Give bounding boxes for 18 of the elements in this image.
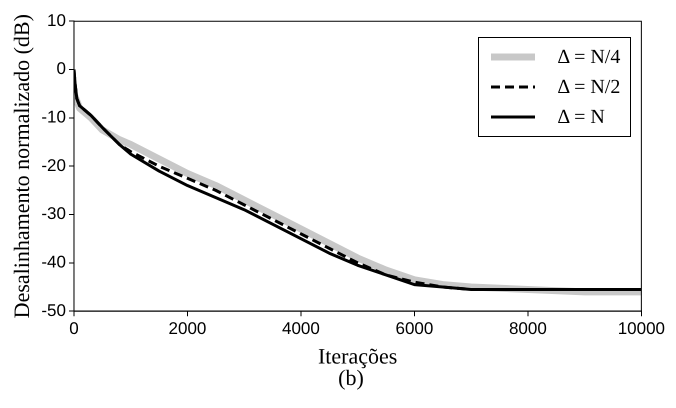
x-axis-title: Iterações <box>318 344 398 369</box>
y-tick-label: -50 <box>41 300 66 320</box>
x-tick-label: 0 <box>69 319 79 338</box>
x-tick-label: 8000 <box>508 319 547 338</box>
x-tick-label: 4000 <box>282 319 320 338</box>
y-tick-label: -40 <box>41 252 66 272</box>
y-tick-label: 10 <box>47 10 66 30</box>
legend-label: Δ = N/2 <box>557 76 620 99</box>
y-tick-label: -10 <box>41 108 66 127</box>
legend-label: Δ = N <box>557 106 605 129</box>
x-tick-label: 2000 <box>168 319 206 338</box>
x-tick-label: 10000 <box>618 319 666 338</box>
y-axis-title: Desalinhamento normalizado (dB) <box>8 14 34 318</box>
y-tick-label: -30 <box>41 204 66 224</box>
x-tick-label: 6000 <box>395 319 434 338</box>
y-tick-label: -20 <box>41 156 66 175</box>
y-tick-label: 0 <box>56 59 66 78</box>
legend-label: Δ = N/4 <box>557 46 620 69</box>
